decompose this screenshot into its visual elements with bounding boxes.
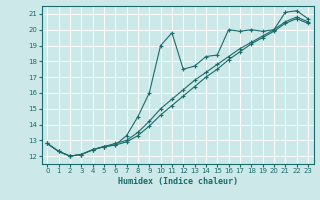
X-axis label: Humidex (Indice chaleur): Humidex (Indice chaleur) <box>118 177 237 186</box>
